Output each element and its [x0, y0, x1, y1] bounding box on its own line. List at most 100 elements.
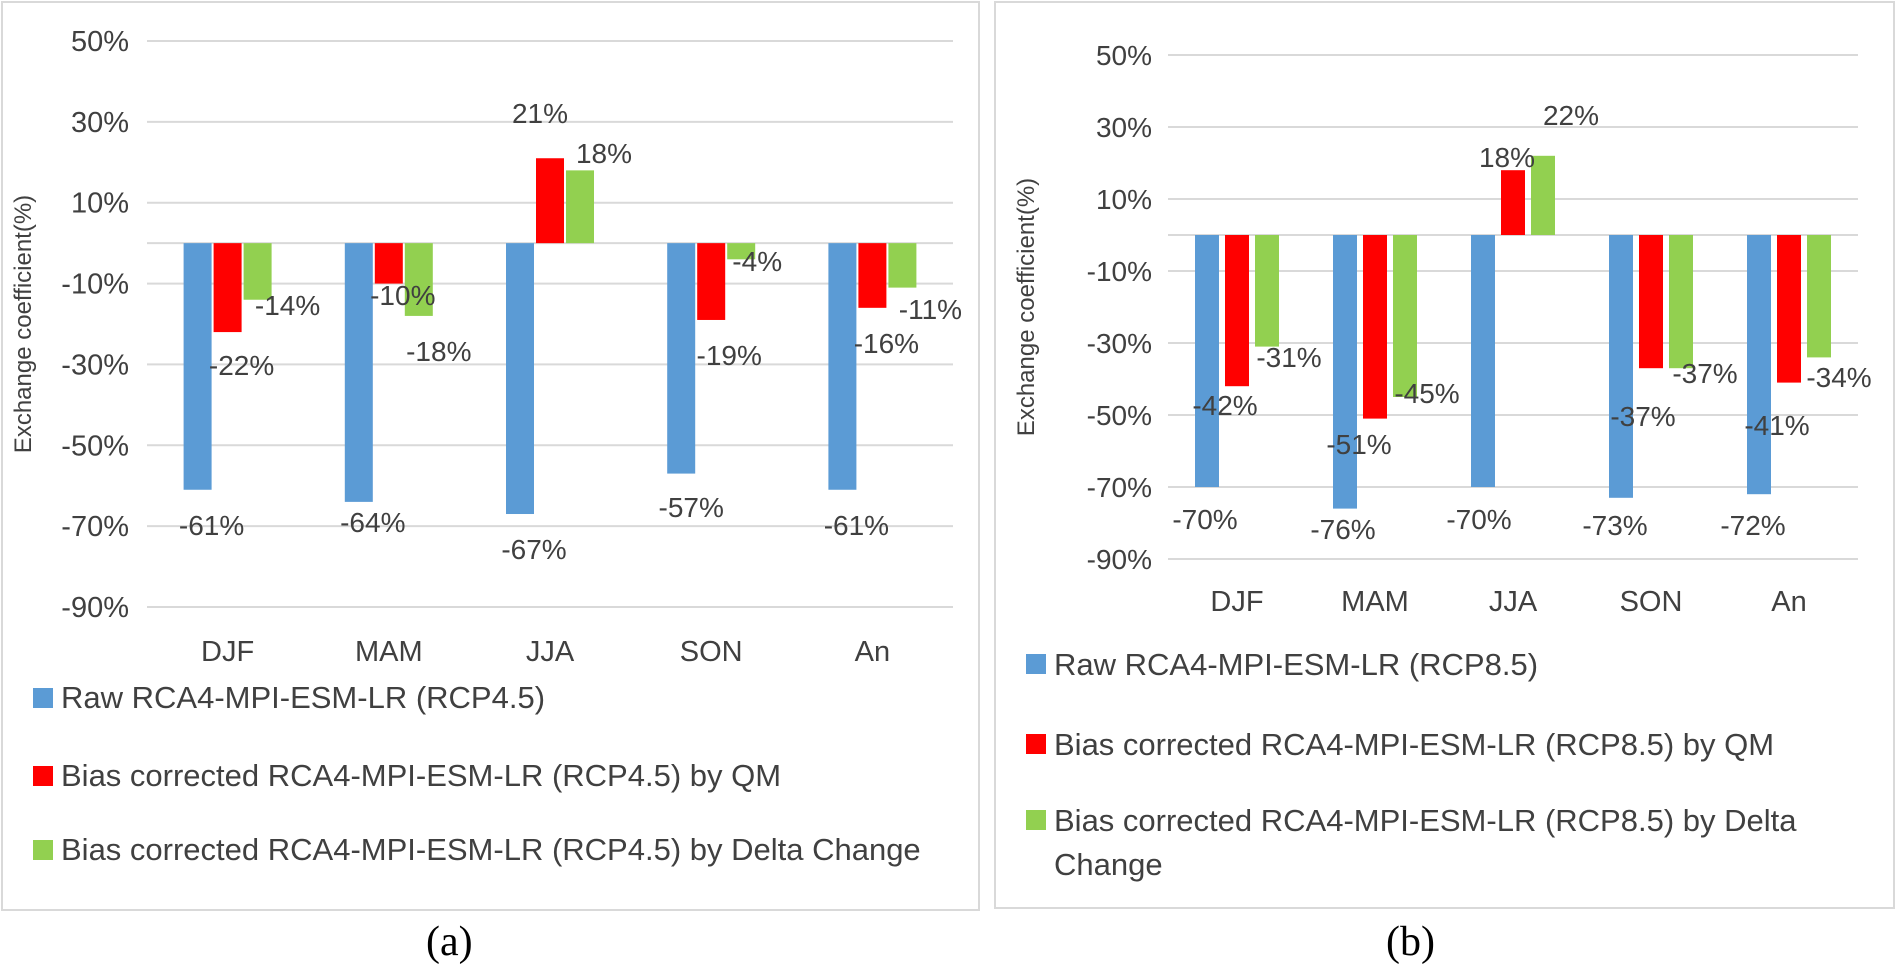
bar-son-series-3: [727, 243, 756, 260]
legend-swatch: [1026, 734, 1046, 754]
legend-swatch: [1026, 810, 1046, 830]
data-label: 22%: [1543, 100, 1599, 131]
x-category-label: MAM: [1341, 586, 1409, 618]
data-label: -42%: [1192, 390, 1257, 421]
legend-swatch: [33, 688, 53, 708]
data-label: -4%: [732, 246, 782, 277]
x-category-label: An: [855, 636, 890, 668]
y-tick-label: -30%: [61, 349, 129, 381]
bar-djf-series-1: [183, 243, 212, 490]
bar-djf-series-2: [213, 243, 242, 333]
bar-chart-a: 50% 30% 10% -10% -30% -50% -70% -90% Exchange co…: [10, 26, 962, 668]
x-category-label: MAM: [355, 636, 423, 668]
data-label: -76%: [1310, 514, 1375, 545]
bar-jja-series-2: [536, 158, 564, 244]
data-label: -14%: [255, 290, 320, 321]
x-category-label: SON: [680, 636, 743, 668]
data-label: -37%: [1672, 358, 1737, 389]
legend-item-series-2: Bias corrected RCA4-MPI-ESM-LR (RCP8.5) …: [1026, 723, 1876, 767]
data-label: -70%: [1446, 504, 1511, 535]
y-tick-label: 10%: [71, 188, 129, 220]
legend-item-series-1: Raw RCA4-MPI-ESM-LR (RCP4.5): [33, 677, 933, 719]
y-tick-label: -90%: [61, 592, 129, 624]
legend-swatch: [1026, 654, 1046, 674]
bar-an-series-2: [1777, 235, 1801, 383]
bar-an-series-1: [1747, 235, 1771, 495]
bar-son-series-1: [1609, 235, 1633, 498]
legend-label: Bias corrected RCA4-MPI-ESM-LR (RCP4.5) …: [61, 832, 921, 867]
legend-swatch: [33, 766, 53, 786]
bar-son-series-1: [667, 243, 696, 474]
bar-jja-series-2: [1501, 170, 1525, 235]
bar-chart-b: 50% 30% 10% -10% -30% -50% -70% -90% Exchange co…: [1013, 40, 1872, 618]
y-tick-label: -70%: [61, 511, 129, 543]
bar-jja-series-3: [1531, 155, 1555, 235]
x-category-label: JJA: [1489, 586, 1538, 618]
bar-djf-series-3: [1255, 235, 1279, 347]
data-label: -61%: [179, 510, 244, 541]
data-label: -57%: [659, 492, 724, 523]
y-axis-label: Exchange coefficient(%): [10, 195, 37, 453]
legend-item-series-3: Bias corrected RCA4-MPI-ESM-LR (RCP4.5) …: [33, 829, 933, 871]
legend-label: Bias corrected RCA4-MPI-ESM-LR (RCP8.5) …: [1054, 803, 1797, 882]
y-tick-label: -10%: [61, 269, 129, 301]
bar-an-series-3: [1807, 235, 1831, 358]
bar-mam-series-2: [1363, 235, 1387, 419]
bar-son-series-3: [1669, 235, 1693, 369]
data-label: -22%: [209, 350, 274, 381]
bar-an-series-3: [888, 243, 917, 288]
data-label: -34%: [1806, 362, 1871, 393]
x-category-label: DJF: [1210, 586, 1263, 618]
bar-mam-series-1: [1333, 235, 1357, 509]
bar-jja-series-1: [1471, 235, 1495, 487]
data-label: -51%: [1326, 429, 1391, 460]
bar-mam-series-1: [344, 243, 373, 502]
x-category-label: DJF: [201, 636, 254, 668]
data-label: -45%: [1394, 378, 1459, 409]
data-label: -72%: [1720, 510, 1785, 541]
y-tick-label: 10%: [1096, 184, 1152, 215]
x-category-label: An: [1771, 586, 1806, 618]
data-label: 18%: [576, 138, 632, 169]
caption-b: (b): [1386, 919, 1435, 965]
data-label: 18%: [1479, 142, 1535, 173]
bar-jja-series-1: [506, 243, 534, 515]
data-label: -37%: [1610, 401, 1675, 432]
y-tick-label: -70%: [1087, 472, 1152, 503]
data-label: -19%: [697, 340, 762, 371]
bar-an-series-2: [858, 243, 887, 308]
legend-label: Raw RCA4-MPI-ESM-LR (RCP4.5): [61, 680, 546, 715]
data-label: -61%: [824, 510, 889, 541]
chart-panel-a: 50% 30% 10% -10% -30% -50% -70% -90% Exchange co…: [1, 1, 980, 911]
legend-item-series-3: Bias corrected RCA4-MPI-ESM-LR (RCP8.5) …: [1026, 799, 1876, 887]
legend-label: Bias corrected RCA4-MPI-ESM-LR (RCP8.5) …: [1054, 727, 1775, 762]
data-label: -10%: [370, 280, 435, 311]
data-label: -67%: [501, 534, 566, 565]
y-tick-label: 50%: [1096, 40, 1152, 71]
data-label: 21%: [512, 98, 568, 129]
data-label: -16%: [854, 328, 919, 359]
bar-son-series-2: [697, 243, 726, 320]
y-tick-label: -90%: [1087, 544, 1152, 575]
chart-panel-b: 50% 30% 10% -10% -30% -50% -70% -90% Exchange co…: [994, 1, 1895, 909]
legend-label: Bias corrected RCA4-MPI-ESM-LR (RCP4.5) …: [61, 758, 782, 793]
caption-a: (a): [426, 919, 473, 965]
y-tick-label: -50%: [61, 430, 129, 462]
data-label: -11%: [899, 294, 962, 325]
bar-mam-series-2: [374, 243, 403, 284]
bar-mam-series-3: [404, 243, 433, 316]
legend-item-series-1: Raw RCA4-MPI-ESM-LR (RCP8.5): [1026, 643, 1876, 687]
bar-djf-series-3: [243, 243, 272, 300]
bar-mam-series-3: [1393, 235, 1417, 397]
x-category-label: JJA: [526, 636, 575, 668]
y-tick-label: -50%: [1087, 400, 1152, 431]
data-label: -31%: [1256, 342, 1321, 373]
data-label: -64%: [340, 507, 405, 538]
data-label: -41%: [1744, 410, 1809, 441]
x-category-label: SON: [1620, 586, 1683, 618]
legend-label: Raw RCA4-MPI-ESM-LR (RCP8.5): [1054, 647, 1539, 682]
legend-item-series-2: Bias corrected RCA4-MPI-ESM-LR (RCP4.5) …: [33, 755, 933, 797]
data-label: -70%: [1172, 504, 1237, 535]
y-tick-label: 30%: [71, 107, 129, 139]
bar-djf-series-1: [1195, 235, 1219, 487]
